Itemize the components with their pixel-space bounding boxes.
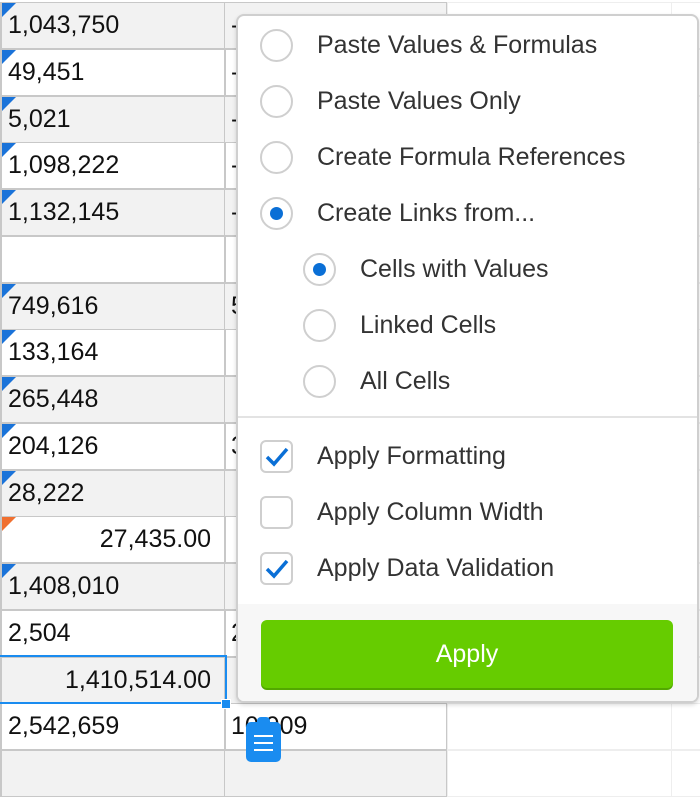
cell-value: 749,616	[8, 291, 99, 320]
cell-a[interactable]: 1,410,514.00	[0, 656, 226, 704]
comment-marker-icon	[2, 190, 16, 204]
radio-button[interactable]	[260, 84, 293, 118]
cell-a[interactable]: 49,451	[0, 48, 226, 96]
cell-a[interactable]: 1,408,010	[0, 563, 226, 610]
link-sub-option[interactable]: Cells with Values	[303, 249, 549, 289]
cell-value: -	[231, 151, 239, 179]
comment-marker-icon	[2, 49, 16, 64]
option-label: Apply Column Width	[317, 497, 544, 526]
radio-button[interactable]	[260, 140, 293, 174]
cell-value: 1,043,750	[8, 11, 120, 39]
table-row: 2,542,659 10,909	[0, 703, 700, 751]
comment-marker-icon	[2, 377, 16, 391]
fill-handle[interactable]	[221, 699, 231, 709]
cell-a[interactable]: 27,435.00	[0, 516, 226, 564]
checkbox[interactable]	[260, 495, 293, 529]
cell-value: 2,504	[8, 618, 71, 647]
cell-d[interactable]	[671, 703, 700, 751]
checkbox[interactable]	[260, 551, 293, 585]
cell-value: 28,222	[8, 478, 85, 507]
cell-value: -	[231, 198, 239, 226]
cell-a[interactable]: 1,132,145	[0, 189, 226, 236]
clipboard-icon[interactable]	[246, 717, 281, 762]
cell-a[interactable]: 749,616	[0, 282, 226, 330]
paste-options-popup: Apply Paste Values & Formulas Paste Value…	[236, 14, 699, 703]
cell-d[interactable]	[671, 750, 700, 797]
popup-footer: Apply	[238, 604, 697, 701]
comment-marker-icon	[2, 96, 16, 111]
paste-option[interactable]: Create Links from...	[260, 193, 535, 233]
cell-a[interactable]: 204,126	[0, 422, 226, 470]
radio-button[interactable]	[303, 364, 336, 398]
cell-a[interactable]: 5,021	[0, 95, 226, 143]
paste-option[interactable]: Paste Values & Formulas	[260, 25, 597, 65]
cell-a[interactable]	[0, 235, 226, 283]
cell-value: 1,098,222	[8, 151, 120, 180]
radio-button[interactable]	[260, 28, 293, 62]
option-label: Linked Cells	[360, 310, 497, 339]
cell-c[interactable]	[447, 703, 672, 751]
radio-button[interactable]	[303, 252, 336, 286]
comment-marker-icon	[2, 517, 16, 532]
option-label: Apply Data Validation	[317, 553, 555, 582]
option-label: All Cells	[360, 366, 451, 395]
divider	[238, 416, 697, 418]
cell-a[interactable]: 265,448	[0, 376, 226, 423]
cell-a[interactable]: 2,542,659	[0, 703, 226, 751]
cell-value: 1,410,514.00	[65, 665, 211, 694]
cell-value: -	[231, 11, 239, 39]
cell-value: 1,132,145	[8, 198, 120, 226]
option-label: Create Links from...	[317, 198, 536, 227]
paste-option[interactable]: Create Formula References	[260, 137, 625, 177]
comment-marker-icon	[2, 283, 16, 298]
option-label: Paste Values Only	[317, 86, 521, 115]
cell-a[interactable]: 2,504	[0, 609, 226, 657]
radio-button[interactable]	[303, 308, 336, 342]
option-label: Create Formula References	[317, 142, 626, 171]
paste-option[interactable]: Paste Values Only	[260, 81, 521, 121]
cell-value: -	[231, 58, 239, 86]
cell-a[interactable]: 133,164	[0, 329, 226, 377]
link-sub-option[interactable]: Linked Cells	[303, 305, 496, 345]
comment-marker-icon	[2, 423, 16, 438]
cell-a[interactable]	[0, 750, 226, 797]
option-label: Apply Formatting	[317, 441, 506, 470]
cell-value: 1,408,010	[8, 572, 120, 600]
cell-value: -	[231, 105, 239, 133]
option-label: Paste Values & Formulas	[317, 30, 598, 59]
apply-checkbox-option[interactable]: Apply Formatting	[260, 436, 506, 476]
cell-value: 2,542,659	[8, 712, 120, 741]
comment-marker-icon	[2, 330, 16, 345]
comment-marker-icon	[2, 564, 16, 578]
comment-marker-icon	[2, 3, 16, 17]
cell-value: 204,126	[8, 431, 99, 460]
table-row	[0, 750, 700, 797]
link-sub-option[interactable]: All Cells	[303, 361, 450, 401]
cell-a[interactable]: 1,043,750	[0, 2, 226, 49]
cell-c[interactable]	[447, 750, 672, 797]
checkbox[interactable]	[260, 439, 293, 473]
cell-value: 133,164	[8, 338, 99, 367]
cell-a[interactable]: 1,098,222	[0, 142, 226, 190]
cell-value: 5,021	[8, 104, 71, 133]
apply-button[interactable]: Apply	[261, 620, 673, 688]
cell-value: 265,448	[8, 385, 99, 413]
apply-checkbox-option[interactable]: Apply Column Width	[260, 492, 543, 532]
radio-button[interactable]	[260, 196, 293, 230]
comment-marker-icon	[2, 143, 16, 158]
cell-value: 49,451	[8, 57, 85, 86]
selected-cell-outline	[0, 655, 227, 704]
apply-checkbox-option[interactable]: Apply Data Validation	[260, 548, 554, 588]
cell-value: 27,435.00	[99, 525, 211, 554]
option-label: Cells with Values	[360, 254, 549, 283]
comment-marker-icon	[2, 470, 16, 485]
cell-a[interactable]: 28,222	[0, 469, 226, 517]
